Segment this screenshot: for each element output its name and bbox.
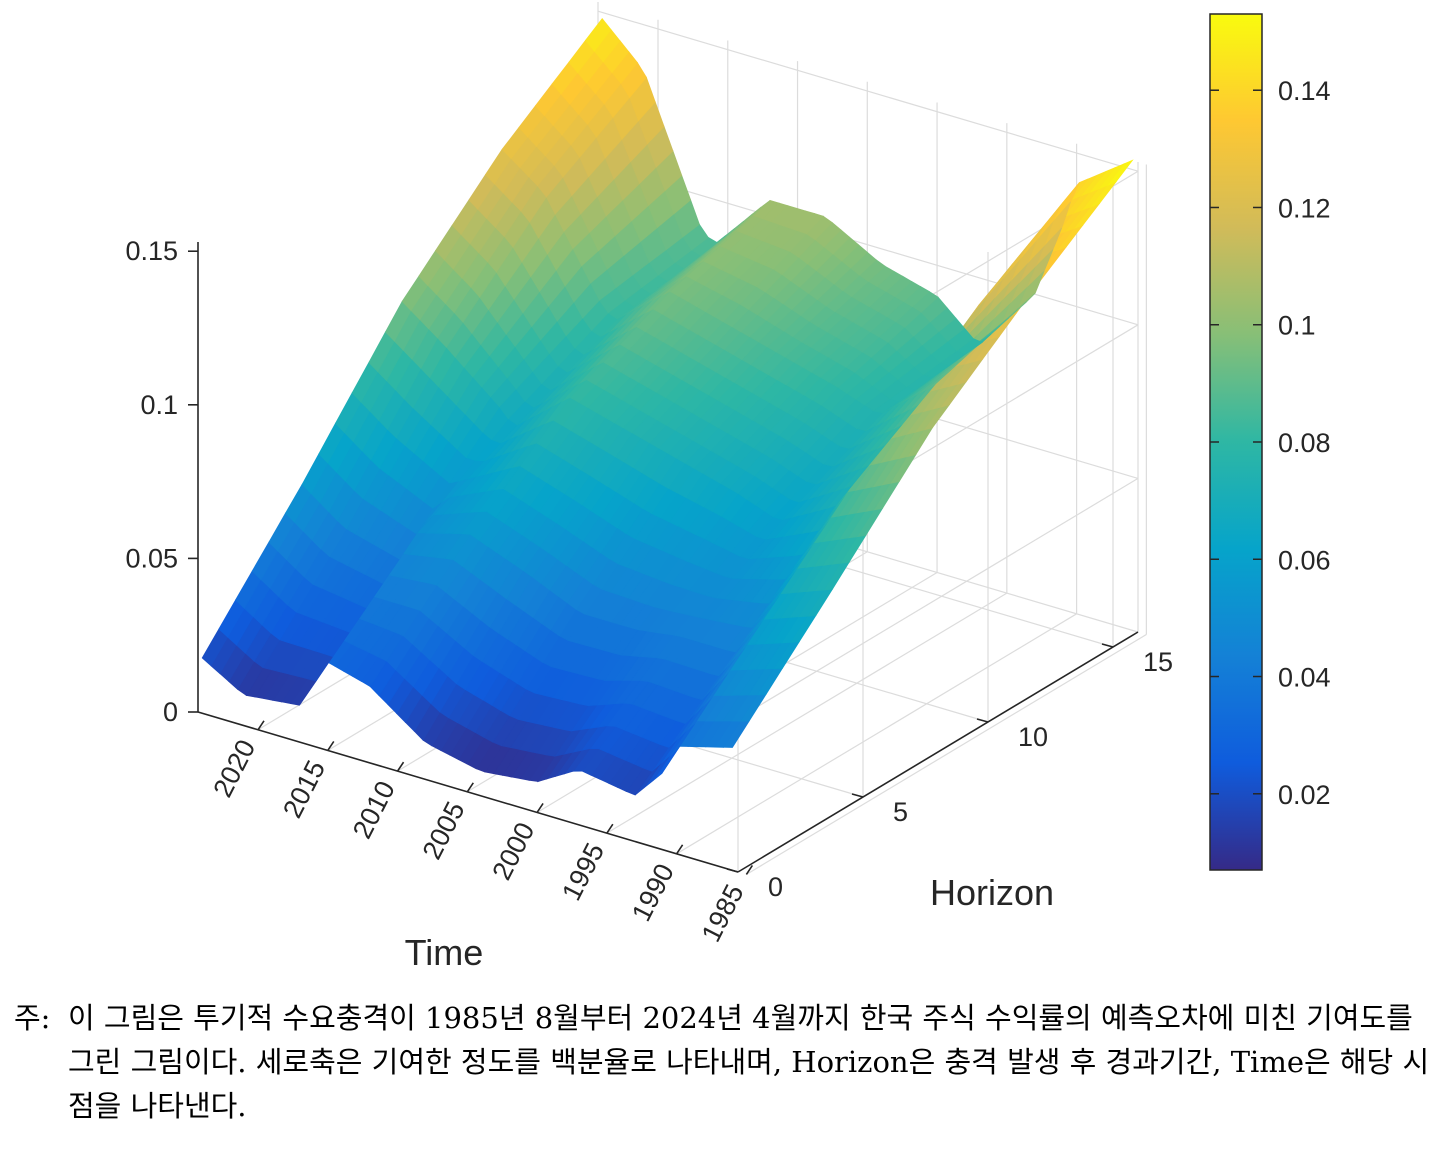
z-tick-label: 0.05 [125,543,178,573]
x-tick-mark [257,720,265,731]
colorbar-tick-label: 0.14 [1278,76,1331,106]
y-axis-title: Horizon [930,872,1054,913]
y-tick-label: 0 [768,872,783,902]
grid-line [597,164,1139,326]
figure-note: 주: 이 그림은 투기적 수요충격이 1985년 8월부터 2024년 4월까지… [14,996,1439,1128]
x-tick-label: 1985 [696,880,750,947]
note-prefix: 주: [14,1001,51,1035]
y-tick-label: 15 [1143,647,1173,677]
grid-line [737,477,1139,719]
colorbar-tick-label: 0.08 [1278,428,1331,458]
note-text: 이 그림은 투기적 수요충격이 1985년 8월부터 2024년 4월까지 한국… [68,1001,1430,1123]
colorbar-tick-label: 0.06 [1278,545,1331,575]
x-axis-title: Time [405,932,484,973]
x-tick-label: 2015 [277,756,331,823]
grid-line [746,633,1147,875]
x-tick-label: 1990 [626,859,680,926]
colorbar-ticks: 0.02 0.04 0.06 0.08 0.1 0.12 0.14 [1210,76,1331,810]
colorbar-tick-label: 0.02 [1278,780,1331,810]
z-tick-label: 0 [163,697,178,727]
grid-line [676,613,1077,855]
x-tick-label: 2010 [347,776,401,843]
x-tick-label: 1995 [556,838,610,905]
x-tick-mark [536,803,544,813]
colorbar-tick-label: 0.04 [1278,663,1331,693]
surface-patch [584,17,612,52]
x-tick-mark [606,823,614,834]
grid-line [606,592,1008,834]
z-tick-label: 0.15 [125,236,178,266]
y-tick-mark [726,868,739,873]
x-tick-label: 2020 [207,735,261,802]
x-tick-label: 2005 [417,797,471,864]
colorbar: 0.02 0.04 0.06 0.08 0.1 0.12 0.14 [1209,13,1331,871]
y-tick-mark [976,718,989,723]
colorbar-tick-label: 0.12 [1278,193,1331,223]
x-tick-mark [466,782,474,793]
grid-line [597,10,1139,172]
x-tick-label: 2000 [486,818,540,885]
x-tick-mark [675,844,684,855]
y-tick-mark [851,793,864,798]
surface-mesh [201,17,1134,796]
colorbar-tick-label: 0.1 [1278,311,1316,341]
z-tick-label: 0.1 [140,390,178,420]
y-tick-mark [1101,643,1114,648]
y-tick-label: 10 [1018,722,1048,752]
x-tick-mark [327,741,335,751]
x-tick-mark [396,761,405,772]
y-tick-label: 5 [893,797,908,827]
y-axis-line [737,631,1139,873]
x-tick-mark [745,865,754,875]
